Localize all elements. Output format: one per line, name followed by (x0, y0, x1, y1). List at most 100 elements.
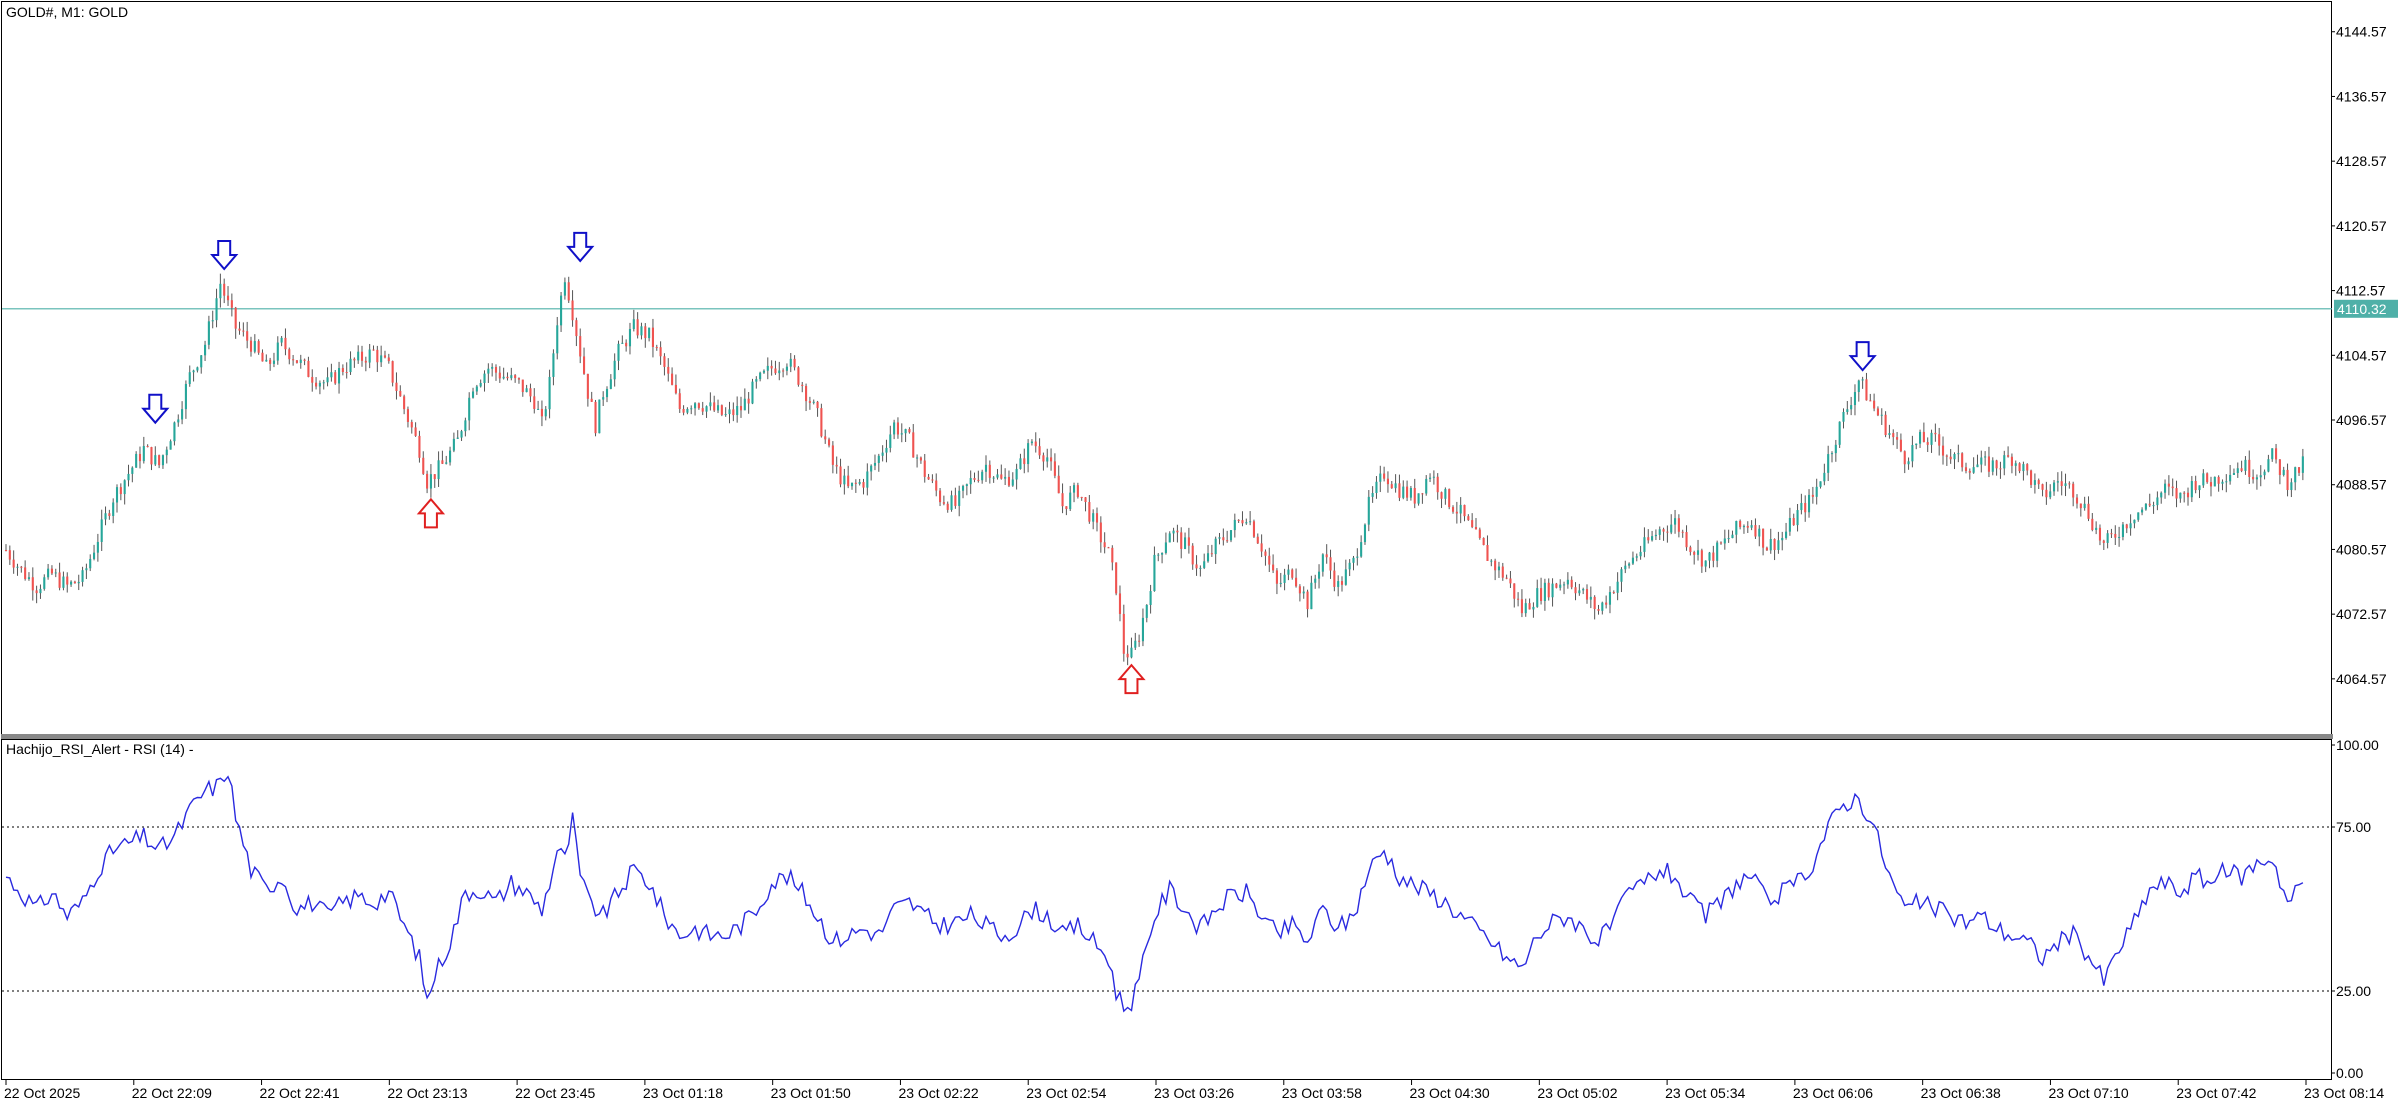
candle-body (2206, 473, 2209, 483)
candle-body (1402, 486, 1405, 498)
candle-body (265, 359, 268, 362)
candle-body (1138, 640, 1141, 642)
time-tick-label: 22 Oct 2025 (4, 1085, 80, 1101)
price-tick-label: 4064.57 (2336, 671, 2387, 687)
candle-body (403, 396, 406, 410)
candle-body (981, 471, 984, 481)
candle-body (376, 349, 379, 363)
candle-body (1635, 556, 1638, 558)
candle-body (58, 572, 61, 588)
candle-body (127, 473, 130, 481)
candle-body (1536, 588, 1539, 607)
candle-body (694, 403, 697, 409)
candle-body (1199, 567, 1202, 569)
candle-body (1559, 584, 1562, 588)
candle-body (261, 352, 264, 362)
candle-body (1161, 552, 1164, 555)
candle-body (1157, 554, 1160, 556)
candle-body (839, 466, 842, 485)
candle-body (1172, 530, 1175, 534)
candle-body (774, 368, 777, 374)
candle-body (931, 479, 934, 481)
candle-body (1019, 458, 1022, 469)
candle-body (2087, 503, 2090, 519)
time-tick-label: 23 Oct 04:30 (1410, 1085, 1490, 1101)
time-axis: 22 Oct 2025 22 Oct 22:09 22 Oct 22:41 22 Oc… (4, 1080, 2384, 1101)
candle-body (2075, 497, 2079, 504)
candle-body (1792, 517, 1795, 526)
candle-body (1203, 561, 1206, 568)
candle-body (1088, 502, 1091, 522)
candle-body (927, 476, 930, 480)
candle-body (1409, 488, 1412, 498)
candle-body (391, 361, 394, 383)
candle-body (1838, 421, 1841, 445)
candle-body (1696, 550, 1700, 555)
candle-body (1321, 554, 1324, 572)
candle-body (2102, 540, 2105, 543)
candle-body (1107, 547, 1110, 549)
candle-body (181, 409, 184, 420)
price-tick-label: 4080.57 (2336, 541, 2387, 557)
current-price-tag: 4110.32 (2334, 299, 2398, 318)
candle-body (514, 375, 517, 379)
candle-body (1742, 525, 1746, 528)
candle-body (196, 367, 199, 371)
candle-body (2217, 476, 2220, 484)
candle-body (969, 478, 972, 485)
candle-body (322, 382, 325, 384)
candle-body (318, 382, 321, 387)
candle-body (1807, 494, 1811, 513)
candle-body (1670, 524, 1673, 533)
time-tick-label: 23 Oct 02:22 (898, 1085, 978, 1101)
candle-body (728, 409, 731, 415)
candle-body (682, 408, 685, 413)
candle-body (2114, 533, 2117, 538)
candle-body (1103, 542, 1106, 548)
candle-body (20, 566, 23, 568)
candle-body (1612, 592, 1615, 594)
candle-body (893, 422, 896, 435)
candle-body (280, 337, 283, 343)
candle-body (1520, 599, 1523, 614)
candle-body (112, 502, 115, 517)
candle-body (1731, 534, 1734, 539)
sell-arrow-icon (210, 240, 239, 271)
candle-body (816, 401, 819, 409)
candle-body (1134, 640, 1137, 648)
candle-body (1057, 475, 1060, 494)
candle-body (1777, 540, 1780, 550)
candle-body (1329, 557, 1332, 571)
candle-body (517, 378, 521, 380)
candle-body (1153, 554, 1156, 592)
candle-body (1272, 564, 1275, 571)
candle-body (644, 326, 647, 339)
candle-body (701, 408, 704, 412)
candle-body (399, 390, 402, 397)
candle-body (1961, 453, 1964, 468)
candle-body (1930, 432, 1933, 445)
candle-body (165, 449, 168, 456)
candle-body (406, 409, 410, 422)
candle-body (1677, 518, 1680, 532)
candle-body (713, 402, 716, 411)
candle-body (2156, 497, 2159, 506)
candle-body (747, 398, 750, 404)
candle-body (904, 429, 907, 434)
pane-separator[interactable] (1, 734, 2333, 739)
candle-body (605, 388, 609, 398)
candle-body (1693, 552, 1696, 555)
candle-body (2202, 473, 2205, 486)
candle-body (2236, 468, 2239, 474)
candle-body (1509, 578, 1512, 584)
candle-body (184, 383, 187, 410)
candle-body (234, 307, 237, 329)
candle-body (2186, 492, 2190, 498)
candle-body (1647, 537, 1650, 541)
candle-body (1268, 555, 1271, 565)
candle-body (805, 385, 808, 402)
candle-body (1926, 442, 1929, 445)
candle-body (2190, 481, 2193, 498)
candle-body (950, 495, 953, 510)
